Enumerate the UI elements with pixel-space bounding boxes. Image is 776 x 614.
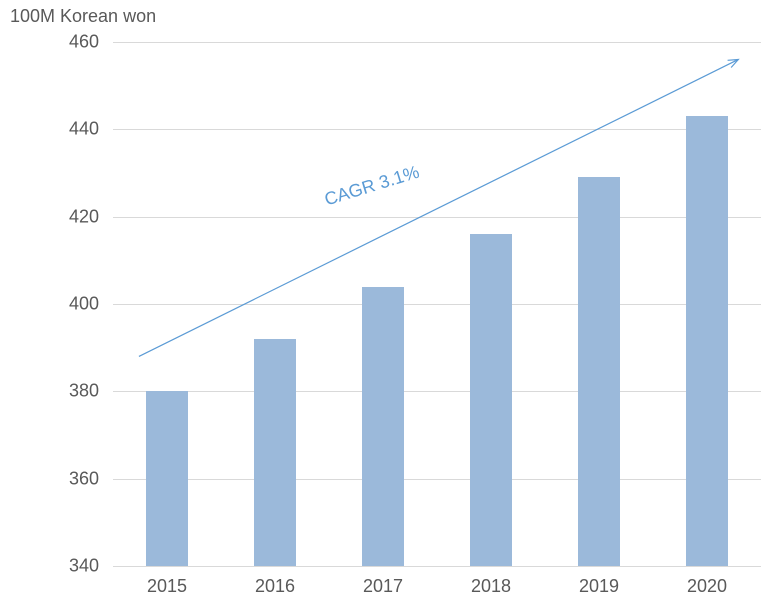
- bar: [254, 339, 296, 566]
- gridline: [113, 42, 761, 43]
- gridline: [113, 217, 761, 218]
- gridline: [113, 391, 761, 392]
- y-tick-label: 440: [69, 119, 99, 140]
- bar: [362, 287, 404, 566]
- gridline: [113, 304, 761, 305]
- x-tick-label: 2017: [363, 576, 403, 597]
- gridline: [113, 479, 761, 480]
- x-tick-label: 2018: [471, 576, 511, 597]
- y-tick-label: 420: [69, 206, 99, 227]
- x-tick-label: 2015: [147, 576, 187, 597]
- y-tick-label: 380: [69, 381, 99, 402]
- x-tick-label: 2019: [579, 576, 619, 597]
- cagr-annotation: CAGR 3.1%: [322, 162, 422, 211]
- x-tick-label: 2020: [687, 576, 727, 597]
- y-tick-label: 460: [69, 32, 99, 53]
- bar: [686, 116, 728, 566]
- gridline: [113, 129, 761, 130]
- y-tick-label: 340: [69, 556, 99, 577]
- x-tick-label: 2016: [255, 576, 295, 597]
- chart: CAGR 3.1% 340 360 380 400 420 440 460 2015 2016 2…: [0, 0, 776, 614]
- plot-area: CAGR 3.1% 340360380400420440460201520162…: [113, 42, 761, 567]
- bar: [470, 234, 512, 566]
- bar: [146, 391, 188, 566]
- y-tick-label: 360: [69, 468, 99, 489]
- bar: [578, 177, 620, 566]
- y-tick-label: 400: [69, 294, 99, 315]
